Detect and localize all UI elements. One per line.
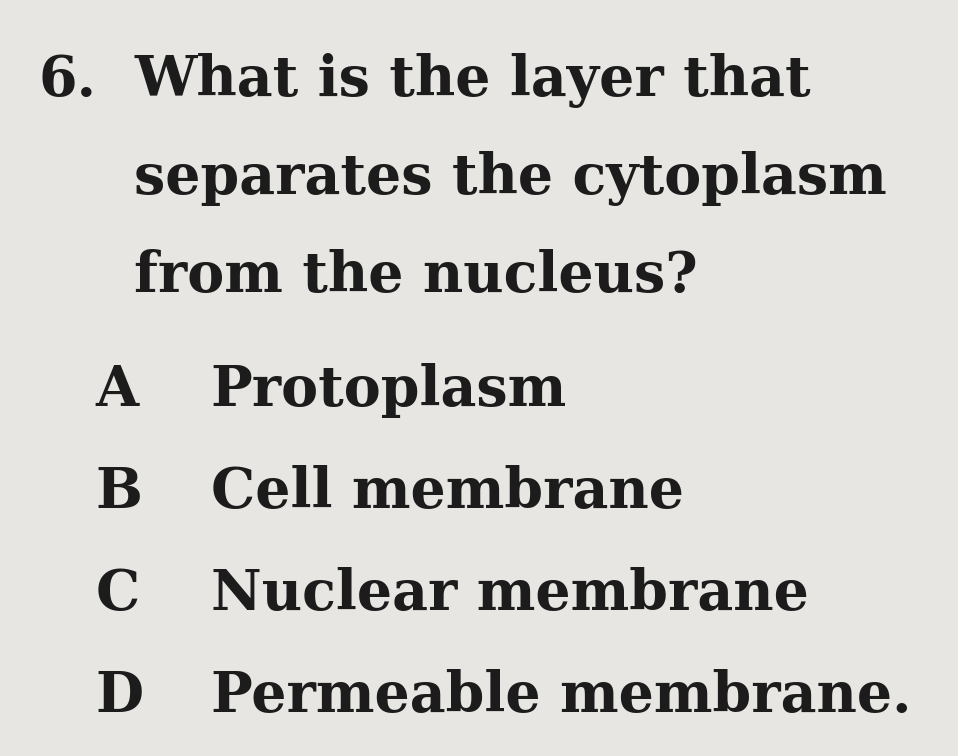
Text: Permeable membrane.: Permeable membrane. bbox=[211, 669, 911, 724]
Text: Protoplasm: Protoplasm bbox=[211, 363, 567, 418]
Text: Cell membrane: Cell membrane bbox=[211, 465, 684, 520]
Text: What is the layer that: What is the layer that bbox=[134, 53, 810, 108]
Text: separates the cytoplasm: separates the cytoplasm bbox=[134, 151, 887, 206]
Text: 6.: 6. bbox=[38, 53, 97, 108]
Text: A: A bbox=[96, 363, 139, 418]
Text: from the nucleus?: from the nucleus? bbox=[134, 249, 697, 305]
Text: D: D bbox=[96, 669, 144, 724]
Text: C: C bbox=[96, 567, 140, 622]
Text: Nuclear membrane: Nuclear membrane bbox=[211, 567, 809, 622]
Text: B: B bbox=[96, 465, 143, 520]
